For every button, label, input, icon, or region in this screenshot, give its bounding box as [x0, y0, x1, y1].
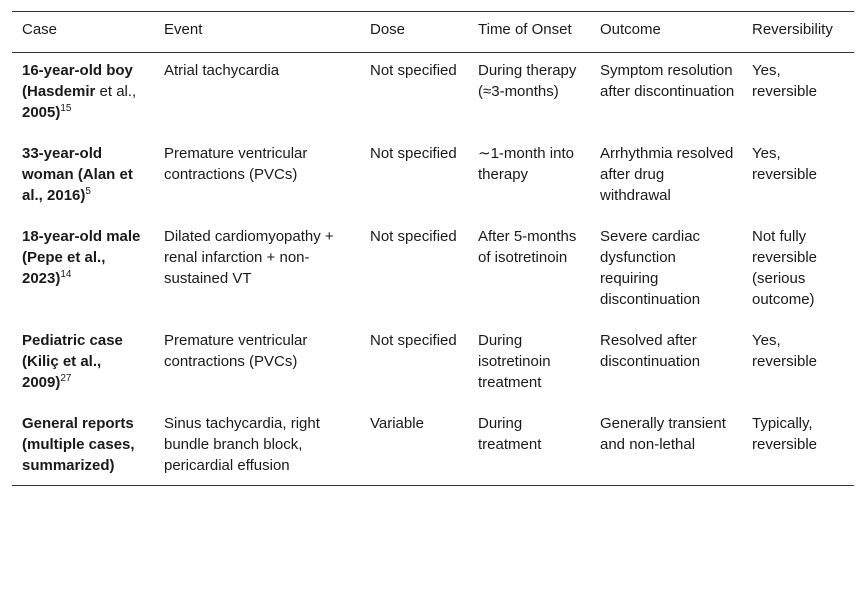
header-outcome: Outcome: [590, 11, 742, 53]
outcome-cell: Symptom resolution after discontinuation: [600, 62, 735, 100]
header-event: Event: [154, 11, 360, 53]
case-cell: General reports (multiple cases, summari…: [12, 406, 154, 486]
onset-cell: ∼1-month into therapy: [478, 145, 574, 183]
case-text: 18-year-old male (Pepe et al., 2023): [22, 228, 141, 287]
event-cell: Premature ventricular contractions (PVCs…: [164, 145, 308, 183]
table-row: 16-year-old boy (Hasdemir et al., 2005)1…: [12, 53, 854, 137]
dose-cell: Variable: [360, 406, 468, 486]
event-cell: Dilated cardiomyopathy + renal infarctio…: [164, 228, 334, 287]
adverse-events-table: Case Event Dose Time of Onset Outcome Re…: [12, 11, 854, 486]
outcome-cell: Generally transient and non-lethal: [590, 406, 742, 486]
outcome-cell: Resolved after discontinuation: [600, 332, 701, 370]
case-text-normal: et al.,: [95, 83, 137, 100]
case-text: Pediatric case (Kiliç et al., 2009): [22, 332, 123, 391]
case-year: 2005): [22, 104, 61, 121]
dose-cell: Not specified: [370, 62, 457, 79]
outcome-cell: Arrhythmia resolved after drug withdrawa…: [600, 145, 734, 204]
header-row: Case Event Dose Time of Onset Outcome Re…: [12, 11, 854, 53]
event-cell: Sinus tachycardia, right bundle branch b…: [154, 406, 360, 486]
reversibility-cell: Yes, reversible: [752, 62, 818, 100]
header-reversibility: Reversibility: [742, 11, 854, 53]
reference-number: 15: [60, 103, 72, 114]
header-case: Case: [12, 11, 154, 53]
reversibility-cell: Not fully reversible (serious outcome): [752, 228, 818, 308]
table-row: 33-year-old woman (Alan et al., 2016)5 P…: [12, 136, 854, 219]
reference-number: 14: [60, 269, 72, 280]
header-time-of-onset: Time of Onset: [468, 11, 590, 53]
outcome-cell: Severe cardiac dysfunction requiring dis…: [600, 228, 701, 308]
onset-cell: After 5-months of isotretinoin: [478, 228, 577, 266]
case-cell: 18-year-old male (Pepe et al., 2023)14: [12, 219, 154, 323]
event-cell: Atrial tachycardia: [164, 62, 280, 79]
table-row: Pediatric case (Kiliç et al., 2009)27 Pr…: [12, 323, 854, 406]
case-text: 33-year-old woman (Alan et al., 2016): [22, 145, 133, 204]
reversibility-cell: Yes, reversible: [752, 332, 818, 370]
case-cell: 16-year-old boy (Hasdemir et al., 2005)1…: [12, 53, 154, 137]
onset-cell: During isotretinoin treatment: [478, 332, 551, 391]
case-text: 16-year-old boy (Hasdemir: [22, 62, 133, 100]
table-row: 18-year-old male (Pepe et al., 2023)14 D…: [12, 219, 854, 323]
reversibility-cell: Typically, reversible: [742, 406, 854, 486]
case-cell: 33-year-old woman (Alan et al., 2016)5: [12, 136, 154, 219]
reference-number: 27: [60, 373, 72, 384]
case-cell: Pediatric case (Kiliç et al., 2009)27: [12, 323, 154, 406]
reference-number: 5: [85, 186, 91, 197]
table-body: 16-year-old boy (Hasdemir et al., 2005)1…: [12, 53, 854, 486]
onset-cell: During treatment: [468, 406, 590, 486]
table-header: Case Event Dose Time of Onset Outcome Re…: [12, 11, 854, 53]
event-cell: Premature ventricular contractions (PVCs…: [164, 332, 308, 370]
reversibility-cell: Yes, reversible: [752, 145, 818, 183]
header-dose: Dose: [360, 11, 468, 53]
onset-cell: During therapy (≈3-months): [478, 62, 577, 100]
table-row: General reports (multiple cases, summari…: [12, 406, 854, 486]
dose-cell: Not specified: [370, 228, 457, 245]
case-text: General reports (multiple cases, summari…: [22, 415, 135, 474]
dose-cell: Not specified: [370, 332, 457, 349]
dose-cell: Not specified: [370, 145, 457, 162]
